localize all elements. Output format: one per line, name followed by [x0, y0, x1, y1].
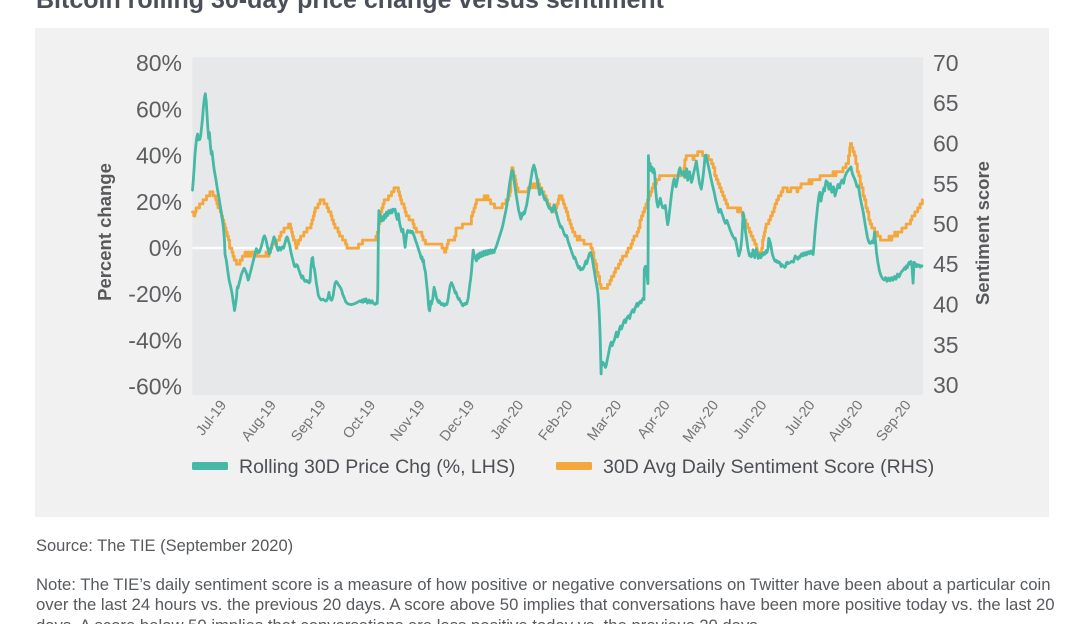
- svg-text:45: 45: [933, 251, 959, 277]
- svg-text:60%: 60%: [136, 96, 182, 122]
- svg-text:40%: 40%: [136, 143, 182, 169]
- svg-text:Percent change: Percent change: [94, 163, 115, 301]
- svg-text:55: 55: [933, 171, 959, 197]
- svg-text:60: 60: [933, 131, 959, 157]
- svg-text:-60%: -60%: [128, 374, 182, 400]
- svg-text:30D Avg Daily Sentiment Score: 30D Avg Daily Sentiment Score (RHS): [603, 456, 934, 478]
- svg-text:40: 40: [933, 292, 959, 318]
- svg-text:35: 35: [933, 332, 959, 358]
- svg-text:50: 50: [933, 211, 959, 237]
- svg-text:80%: 80%: [136, 50, 182, 76]
- svg-text:-40%: -40%: [128, 327, 182, 353]
- svg-text:Sentiment score: Sentiment score: [972, 161, 993, 305]
- svg-text:20%: 20%: [136, 189, 182, 215]
- svg-text:0%: 0%: [149, 235, 182, 261]
- svg-text:65: 65: [933, 90, 959, 116]
- svg-text:-20%: -20%: [128, 281, 182, 307]
- svg-text:70: 70: [933, 50, 959, 76]
- svg-text:30: 30: [933, 372, 959, 398]
- svg-text:Rolling 30D Price Chg (%, LHS): Rolling 30D Price Chg (%, LHS): [239, 456, 515, 478]
